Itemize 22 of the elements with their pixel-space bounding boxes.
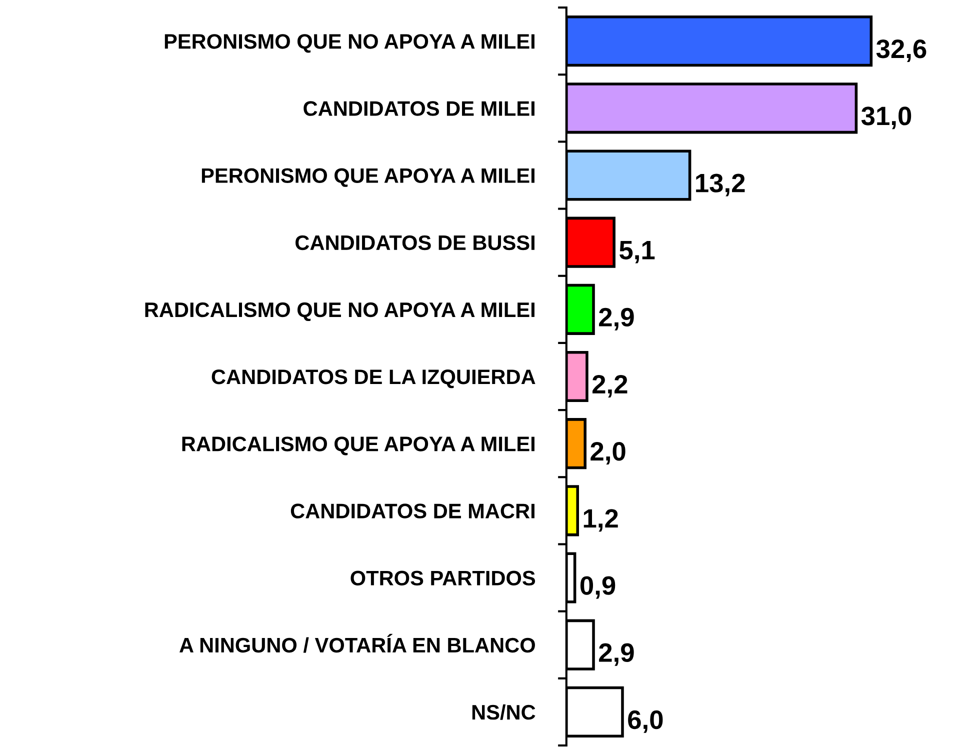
y-tick-label: NS/NC: [472, 704, 536, 720]
y-tick-label: RADICALISMO QUE APOYA A MILEI: [182, 436, 534, 456]
data-label: 0,9: [580, 576, 616, 599]
data-label: 1,2: [584, 509, 618, 532]
data-label: 2,0: [590, 442, 626, 465]
data-label: 13,2: [696, 174, 745, 196]
data-label: 31,0: [861, 106, 912, 130]
y-tick-label: RADICALISMO QUE NO APOYA A MILEI: [145, 302, 534, 322]
data-label: 2,9: [599, 308, 634, 330]
data-label: 2,9: [599, 643, 634, 666]
y-tick-label: PERONISMO QUE APOYA A MILEI: [202, 168, 534, 187]
y-tick-label: CANDIDATOS DE BUSSI: [296, 235, 534, 250]
data-label: 6,0: [628, 710, 663, 733]
y-tick-label: PERONISMO QUE NO APOYA A MILEI: [164, 34, 534, 53]
data-label: 5,1: [620, 241, 655, 264]
y-tick-label: CANDIDATOS DE MILEI: [304, 101, 534, 116]
y-tick-label: OTROS PARTIDOS: [350, 570, 536, 586]
data-label: 32,6: [876, 40, 926, 62]
y-tick-label: CANDIDATOS DE MACRI: [290, 504, 534, 518]
y-tick-label: CANDIDATOS DE LA IZQUIERDA: [212, 370, 536, 388]
data-label: 2,2: [592, 374, 628, 398]
y-tick-label: A NINGUNO / VOTARÍA EN BLANCO: [180, 634, 535, 653]
